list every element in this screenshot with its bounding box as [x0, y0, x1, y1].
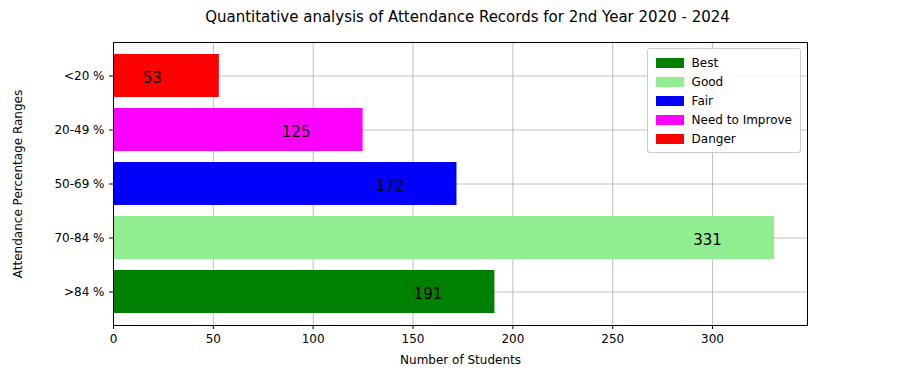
- svg-text:100: 100: [302, 332, 325, 346]
- svg-text:0: 0: [110, 332, 118, 346]
- html-text:Good: Good: [691, 74, 724, 89]
- html-text:Danger: Danger: [691, 131, 736, 146]
- svg-text:200: 200: [501, 332, 524, 346]
- html-text:Quantitative analysis of Atten: Quantitative analysis of Attendance Reco…: [205, 8, 730, 26]
- html-text:Need to Improve: Need to Improve: [691, 112, 792, 127]
- svg-text:172: 172: [376, 177, 405, 195]
- svg-text:331: 331: [693, 231, 722, 249]
- svg-text:Number of Students: Number of Students: [400, 353, 521, 367]
- svg-text:70-84 %: 70-84 %: [54, 231, 104, 245]
- svg-text:300: 300: [701, 332, 724, 346]
- svg-text:53: 53: [143, 69, 162, 87]
- svg-text:250: 250: [601, 332, 624, 346]
- svg-text:50-69 %: 50-69 %: [54, 177, 104, 191]
- svg-text:20-49 %: 20-49 %: [54, 123, 104, 137]
- html-text:Best: Best: [691, 55, 719, 70]
- html-text:Fair: Fair: [691, 93, 713, 108]
- svg-text:125: 125: [282, 123, 311, 141]
- svg-text:50: 50: [206, 332, 221, 346]
- svg-text:Attendance Percentage Ranges: Attendance Percentage Ranges: [11, 90, 25, 278]
- svg-text:150: 150: [402, 332, 425, 346]
- svg-text:<20 %: <20 %: [64, 69, 105, 83]
- svg-text:191: 191: [414, 285, 443, 303]
- svg-text:>84 %: >84 %: [64, 285, 105, 299]
